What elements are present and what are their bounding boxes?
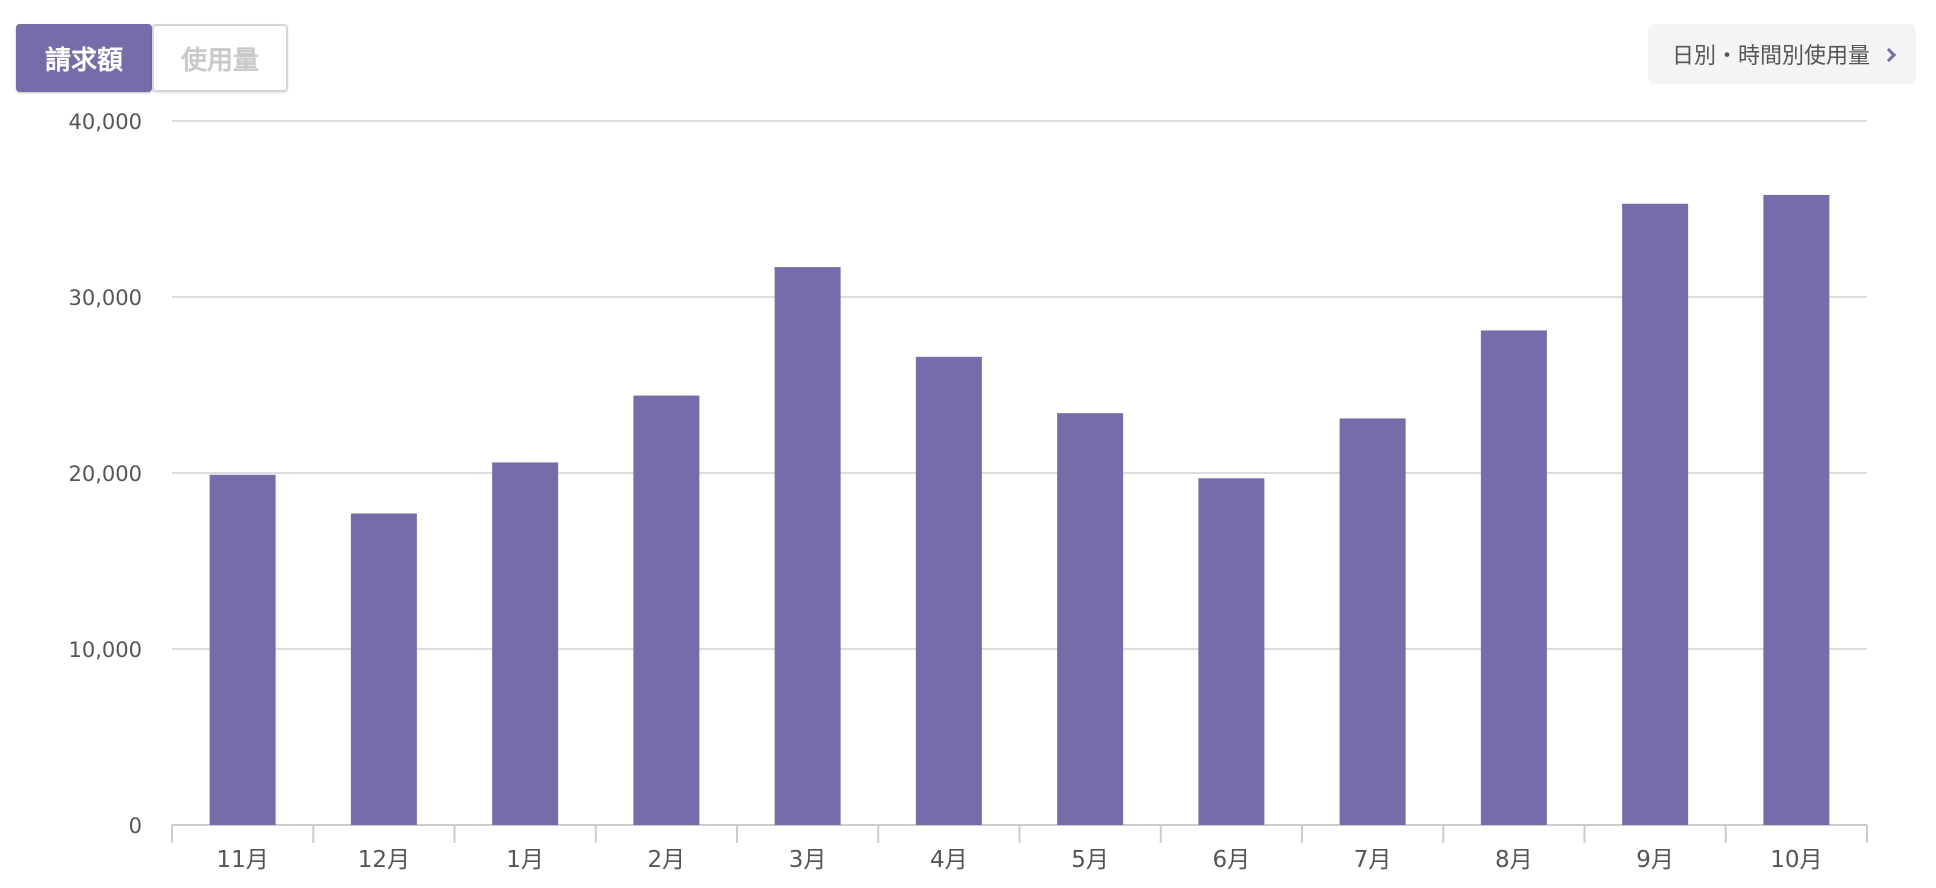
y-tick-label: 20,000 [69, 462, 142, 486]
bar-2 [350, 513, 417, 825]
x-tick-label: 1月 [506, 847, 544, 873]
bar-3 [492, 462, 559, 825]
tab-usage[interactable]: 使用量 [152, 24, 288, 92]
y-tick-label: 30,000 [69, 286, 142, 310]
x-tick-label: 3月 [789, 847, 827, 873]
bar-4 [633, 395, 700, 825]
x-tick-label: 9月 [1636, 847, 1674, 873]
x-tick-label: 10月 [1770, 847, 1822, 873]
bar-5 [774, 267, 841, 826]
bar-8 [1198, 478, 1265, 825]
x-tick-label: 4月 [930, 847, 968, 873]
bar-12 [1763, 194, 1830, 826]
y-tick-label: 0 [129, 814, 142, 838]
x-tick-label: 2月 [648, 847, 686, 873]
bar-9 [1339, 418, 1406, 825]
y-tick-label: 40,000 [69, 110, 142, 134]
x-tick-label: 11月 [216, 847, 268, 873]
x-tick-label: 8月 [1495, 847, 1533, 873]
view-toggle: 請求額 使用量 [16, 24, 288, 92]
bar-6 [915, 356, 982, 825]
tab-billing-amount[interactable]: 請求額 [16, 24, 152, 92]
x-tick-label: 7月 [1354, 847, 1392, 873]
x-tick-label: 12月 [358, 847, 410, 873]
y-tick-label: 10,000 [69, 638, 142, 662]
bar-11 [1622, 203, 1689, 826]
x-tick-label: 5月 [1071, 847, 1109, 873]
bar-1 [209, 474, 276, 825]
bar-7 [1057, 413, 1124, 825]
daily-hourly-usage-link[interactable]: 日別・時間別使用量 [1647, 24, 1916, 84]
x-tick-label: 6月 [1213, 847, 1251, 873]
daily-hourly-usage-label: 日別・時間別使用量 [1671, 44, 1870, 69]
bar-10 [1480, 330, 1547, 825]
